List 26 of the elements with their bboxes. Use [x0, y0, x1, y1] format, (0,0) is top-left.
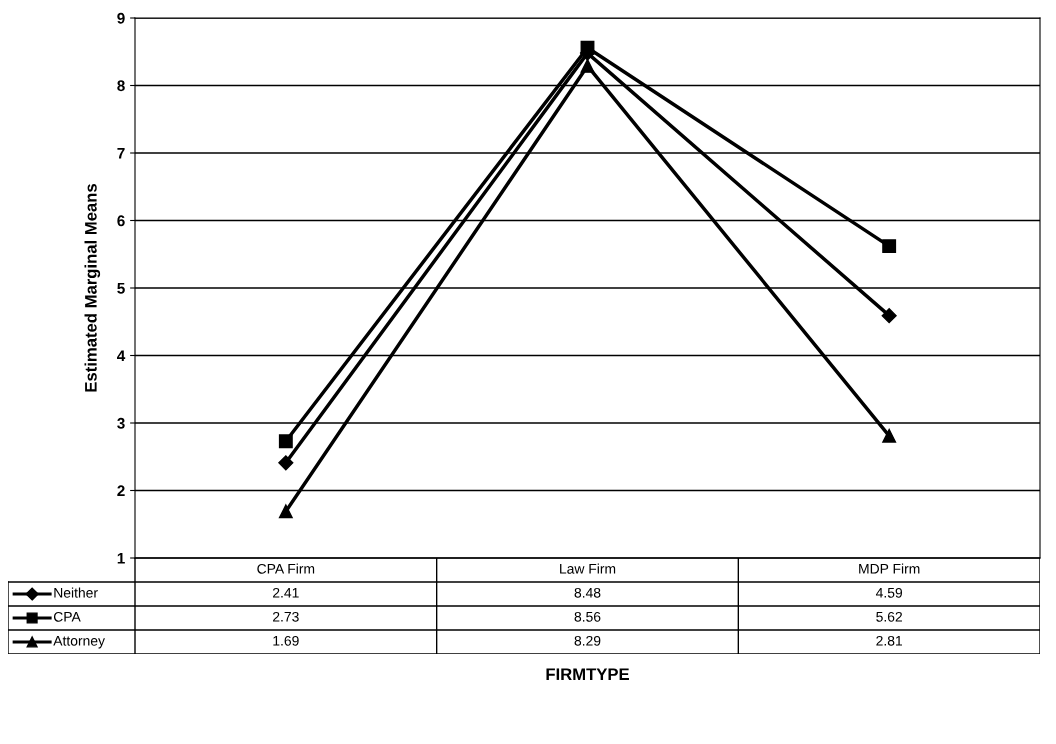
- legend-label: CPA: [53, 611, 81, 622]
- x-tick-label: Law Firm: [560, 563, 616, 574]
- y-tick-label: 4: [117, 350, 126, 362]
- y-tick-label: 5: [117, 283, 125, 294]
- y-tick-label: 8: [117, 80, 125, 92]
- y-tick-label: 9: [117, 12, 125, 24]
- data-label: 1.69: [273, 635, 299, 646]
- x-tick-label: MDP Firm: [859, 563, 920, 574]
- y-tick-label: 1: [117, 553, 125, 564]
- x-tick-label: CPA Firm: [257, 563, 315, 574]
- y-tick-label: 7: [117, 148, 125, 159]
- data-label: 8.56: [574, 611, 601, 622]
- data-label: 2.81: [876, 635, 903, 646]
- y-tick-label: 2: [117, 485, 125, 497]
- data-label: 5.62: [876, 611, 902, 622]
- legend-label: Neither: [54, 587, 98, 598]
- data-label: 4.59: [875, 587, 903, 598]
- y-tick-label: 3: [117, 417, 125, 429]
- data-label: 8.48: [574, 587, 601, 598]
- data-label: 2.41: [273, 587, 299, 598]
- data-label: 2.73: [273, 611, 299, 622]
- data-label: 8.29: [574, 635, 601, 646]
- text: FIRMTYPE: [546, 668, 629, 680]
- legend-label: Attorney: [53, 636, 105, 649]
- y-tick-label: 6: [117, 215, 125, 227]
- y-axis-title: Estimated Marginal Means: [84, 184, 101, 392]
